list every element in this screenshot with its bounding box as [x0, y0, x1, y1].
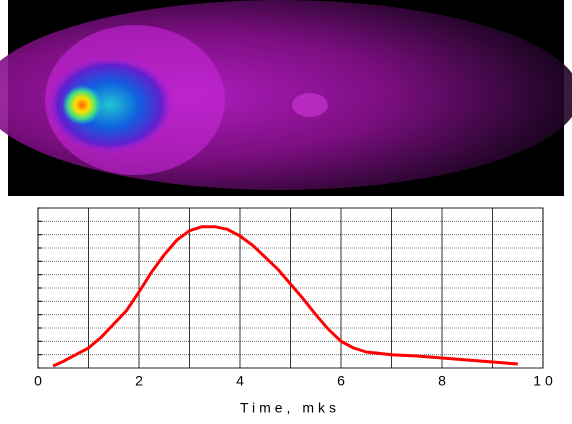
data-line	[52, 225, 518, 368]
x-tick-label: 8	[438, 373, 450, 389]
x-tick-label: 0	[34, 373, 46, 389]
x-tick-label: 2	[135, 373, 147, 389]
x-tick-label: 6	[337, 373, 349, 389]
x-axis-title: Time, mks	[240, 400, 340, 416]
x-tick-label: 4	[236, 373, 248, 389]
plasma-image	[0, 0, 572, 196]
x-tick-label: 10	[533, 373, 557, 389]
